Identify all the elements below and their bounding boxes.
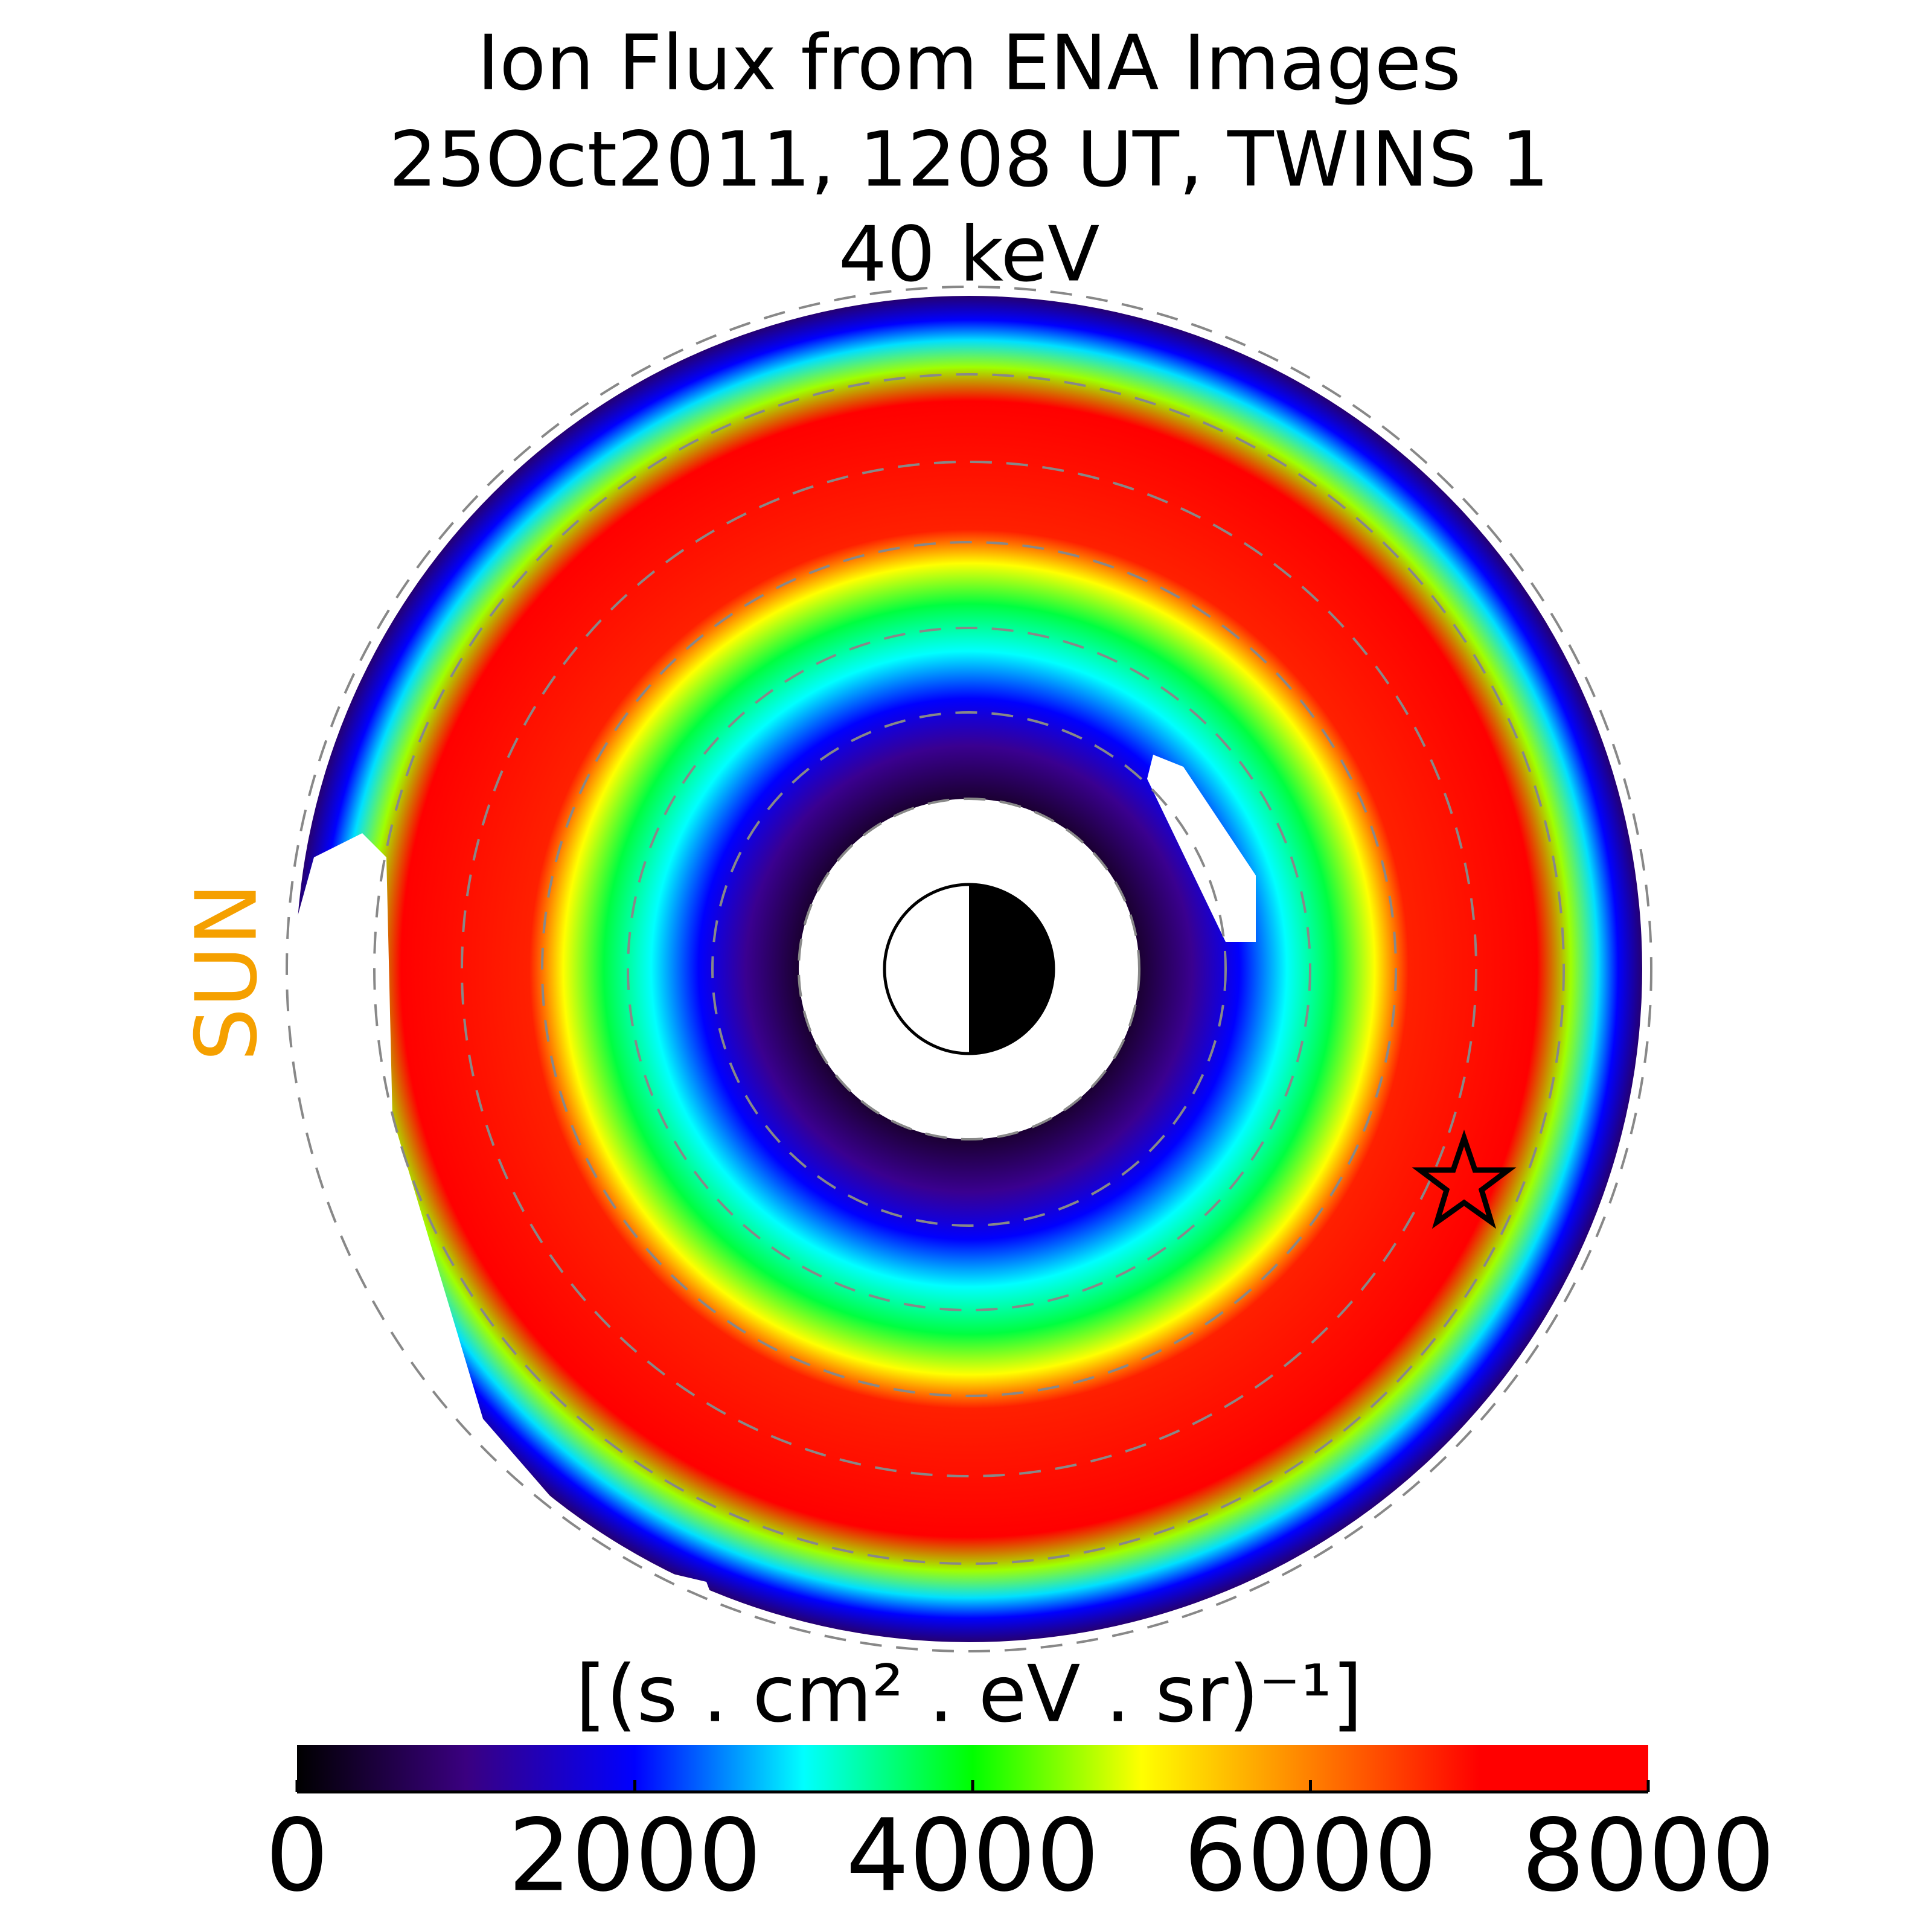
distance-circle xyxy=(541,541,1397,1397)
distance-circle xyxy=(798,798,1140,1140)
colorbar-tick-label: 0 xyxy=(266,1797,329,1913)
spacecraft-star xyxy=(1412,1130,1517,1229)
colorbar-tick-label: 6000 xyxy=(1184,1797,1438,1913)
colorbar-tick-label: 8000 xyxy=(1521,1797,1775,1913)
chart-subtitle: 25Oct2011, 1208 UT, TWINS 1 xyxy=(389,115,1549,204)
chart-title: Ion Flux from ENA Images xyxy=(477,19,1461,107)
earth-night xyxy=(969,884,1054,1054)
energy-label: 40 keV xyxy=(839,210,1100,299)
distance-circles xyxy=(286,286,1652,1652)
colorbar-label: [(s . cm² . eV . sr)⁻¹] xyxy=(575,1648,1363,1740)
sun-label: SUN xyxy=(178,883,277,1061)
no-data-gap xyxy=(1147,755,1256,942)
colorbar-tick-label: 2000 xyxy=(508,1797,762,1913)
distance-circle xyxy=(461,461,1477,1477)
colorbar-tick-label: 4000 xyxy=(846,1797,1099,1913)
no-data-region xyxy=(284,833,724,1642)
distance-circle xyxy=(373,373,1565,1565)
distance-circle xyxy=(627,627,1311,1311)
earth xyxy=(883,883,1055,1055)
distance-circle xyxy=(711,711,1227,1227)
distance-circle xyxy=(286,286,1652,1652)
